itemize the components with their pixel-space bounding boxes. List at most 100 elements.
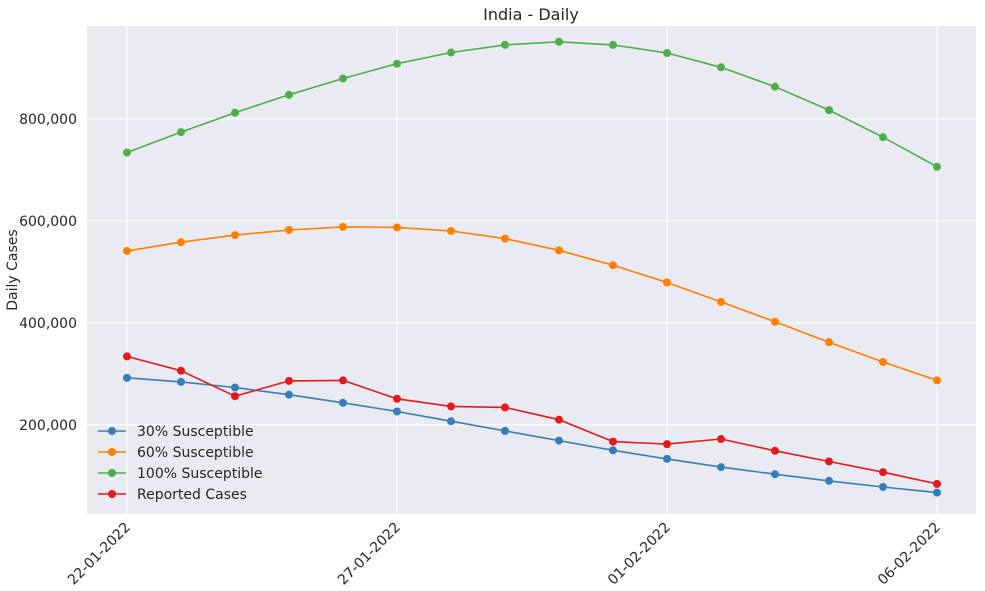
- data-point: [771, 82, 779, 91]
- legend-label: Reported Cases: [137, 487, 247, 503]
- data-point: [609, 446, 617, 455]
- data-point: [879, 358, 887, 367]
- data-point: [717, 463, 725, 472]
- data-point: [663, 440, 671, 449]
- data-point: [609, 40, 617, 49]
- data-point: [447, 402, 455, 411]
- data-point: [123, 352, 131, 361]
- data-point: [501, 234, 509, 243]
- data-point: [393, 407, 401, 416]
- data-point: [393, 394, 401, 403]
- data-point: [231, 231, 239, 240]
- data-point: [501, 426, 509, 435]
- y-tick-label: 400,000: [19, 316, 77, 332]
- plot-background: [87, 26, 976, 514]
- data-point: [231, 383, 239, 392]
- legend-label: 60% Susceptible: [137, 445, 254, 461]
- chart-title: India - Daily: [483, 5, 579, 24]
- series-line: [126, 355, 938, 485]
- data-point: [663, 454, 671, 463]
- data-point: [231, 392, 239, 401]
- data-point: [555, 246, 563, 255]
- data-point: [933, 479, 941, 488]
- data-point: [447, 417, 455, 426]
- legend-label: 100% Susceptible: [137, 466, 263, 482]
- data-point: [555, 37, 563, 46]
- data-point: [123, 246, 131, 255]
- data-point: [285, 225, 293, 234]
- x-tick-label: 27-01-2022: [335, 520, 404, 589]
- legend-swatch-marker: [108, 490, 116, 498]
- legend-swatch-marker: [108, 427, 116, 435]
- data-point: [447, 48, 455, 57]
- series-line: [126, 226, 938, 382]
- series-3: [123, 352, 941, 488]
- series-2: [123, 37, 941, 171]
- data-point: [339, 376, 347, 385]
- data-point: [285, 90, 293, 99]
- data-point: [177, 377, 185, 386]
- data-point: [339, 398, 347, 407]
- data-point: [177, 238, 185, 247]
- y-tick-label: 200,000: [19, 418, 77, 434]
- y-tick-label: 800,000: [19, 112, 77, 128]
- data-point: [717, 63, 725, 72]
- data-point: [663, 278, 671, 287]
- data-point: [717, 297, 725, 306]
- legend-item: Reported Cases: [98, 487, 247, 503]
- data-point: [123, 373, 131, 382]
- legend-item: 100% Susceptible: [98, 466, 263, 482]
- x-tick-label: 01-02-2022: [605, 520, 674, 589]
- data-point: [501, 403, 509, 412]
- data-point: [663, 49, 671, 58]
- data-point: [879, 468, 887, 477]
- x-axis-ticks: 22-01-2022 27-01-2022 01-02-2022 06-02-2022: [65, 520, 944, 589]
- data-point: [339, 74, 347, 83]
- data-point: [123, 148, 131, 157]
- data-point: [231, 108, 239, 117]
- data-point: [825, 106, 833, 115]
- y-tick-label: 600,000: [19, 214, 77, 230]
- data-point: [501, 40, 509, 49]
- series-1: [123, 222, 941, 385]
- data-point: [339, 222, 347, 231]
- series-group: [123, 37, 941, 497]
- series-line: [126, 377, 938, 494]
- data-point: [933, 376, 941, 385]
- data-point: [555, 415, 563, 424]
- legend-item: 60% Susceptible: [98, 445, 254, 461]
- data-point: [717, 435, 725, 444]
- data-point: [771, 446, 779, 455]
- data-point: [825, 476, 833, 485]
- data-point: [177, 366, 185, 375]
- data-point: [825, 457, 833, 466]
- gridlines: [87, 26, 976, 514]
- x-tick-label: 22-01-2022: [65, 520, 134, 589]
- data-point: [825, 338, 833, 347]
- y-axis-ticks: 200,000 400,000 600,000 800,000: [19, 112, 77, 434]
- legend-swatch-marker: [108, 469, 116, 477]
- series-0: [123, 373, 941, 497]
- data-point: [879, 482, 887, 491]
- data-point: [393, 223, 401, 232]
- y-axis-label: Daily Cases: [5, 229, 21, 310]
- data-point: [933, 488, 941, 497]
- data-point: [393, 59, 401, 68]
- data-point: [447, 226, 455, 235]
- legend: 30% Susceptible 60% Susceptible 100% Susce…: [98, 424, 263, 503]
- legend-item: 30% Susceptible: [98, 424, 254, 440]
- x-tick-label: 06-02-2022: [875, 520, 944, 589]
- legend-swatch-marker: [108, 448, 116, 456]
- data-point: [609, 437, 617, 446]
- series-line: [126, 40, 938, 168]
- data-point: [609, 261, 617, 270]
- data-point: [879, 133, 887, 142]
- data-point: [771, 317, 779, 326]
- data-point: [771, 470, 779, 479]
- legend-label: 30% Susceptible: [137, 424, 254, 440]
- data-point: [285, 390, 293, 399]
- data-point: [933, 162, 941, 171]
- data-point: [177, 128, 185, 137]
- data-point: [555, 436, 563, 445]
